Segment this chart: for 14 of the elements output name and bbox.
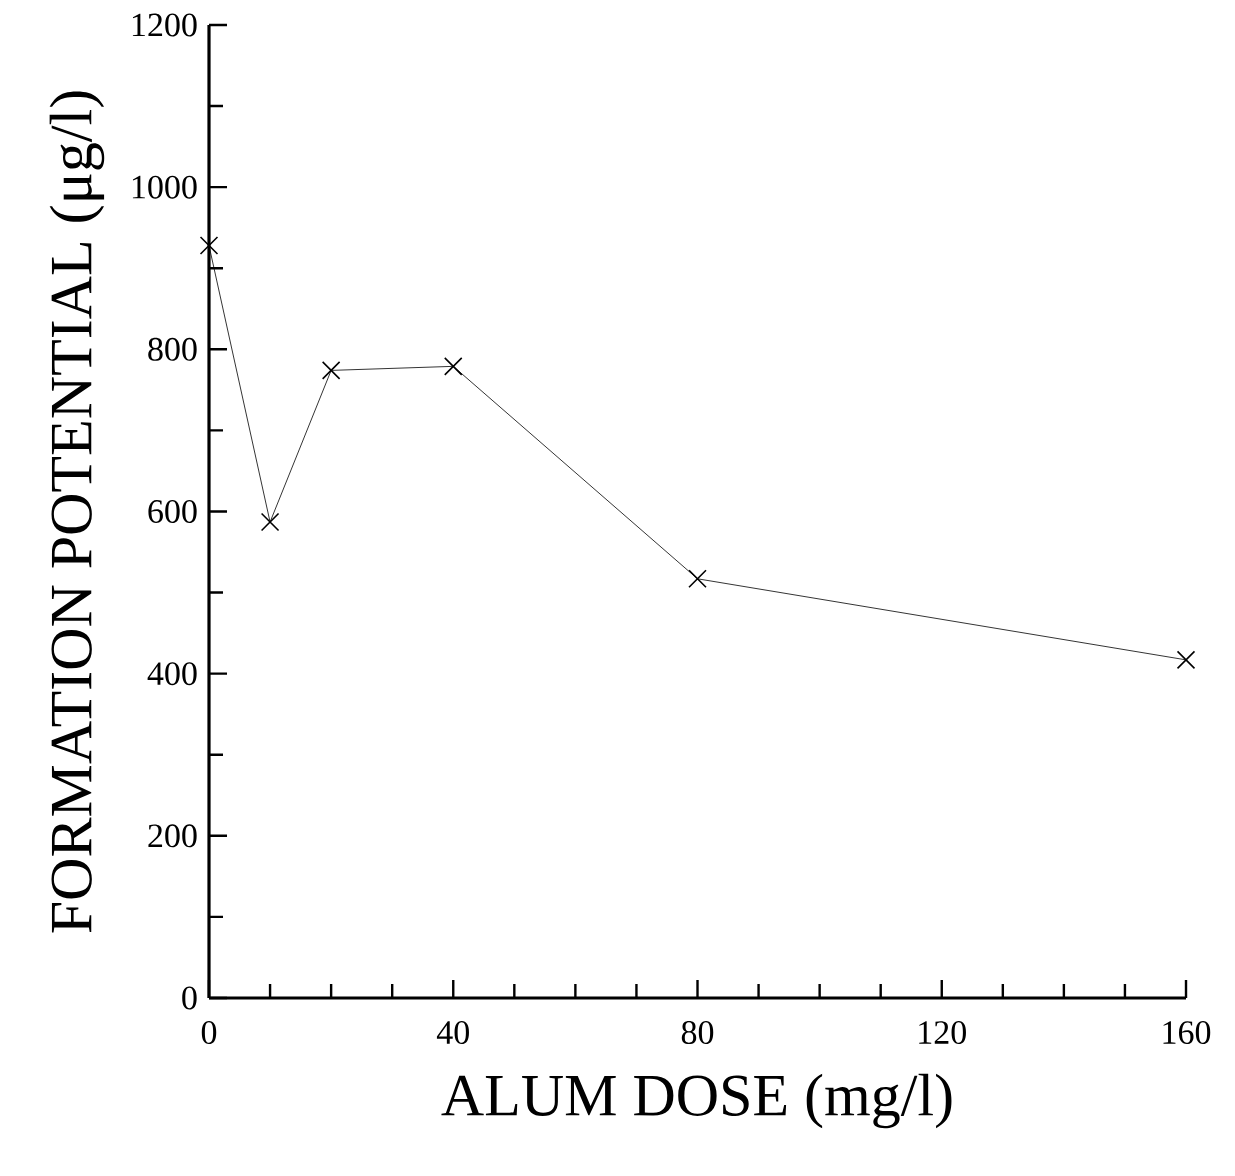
x-tick-label: 160 — [1163, 1021, 1211, 1045]
y-tick-label: 1000 — [132, 175, 197, 199]
y-tick-label: 0 — [182, 986, 197, 1010]
y-axis-title: FORMATION POTENTIAL (μg/l) — [49, 91, 105, 933]
x-tick-label: 120 — [919, 1021, 966, 1045]
y-tick-label: 200 — [148, 824, 197, 848]
y-tick-label: 1200 — [132, 13, 197, 37]
x-tick-label: 40 — [436, 1021, 469, 1045]
y-tick-label: 800 — [148, 337, 197, 361]
y-tick-label: 400 — [147, 662, 197, 686]
y-tick-label: 600 — [148, 500, 197, 523]
x-tick-label: 0 — [201, 1021, 217, 1045]
x-tick-label: 80 — [681, 1021, 714, 1045]
x-axis-title: ALUM DOSE (mg/l) — [441, 1073, 952, 1129]
